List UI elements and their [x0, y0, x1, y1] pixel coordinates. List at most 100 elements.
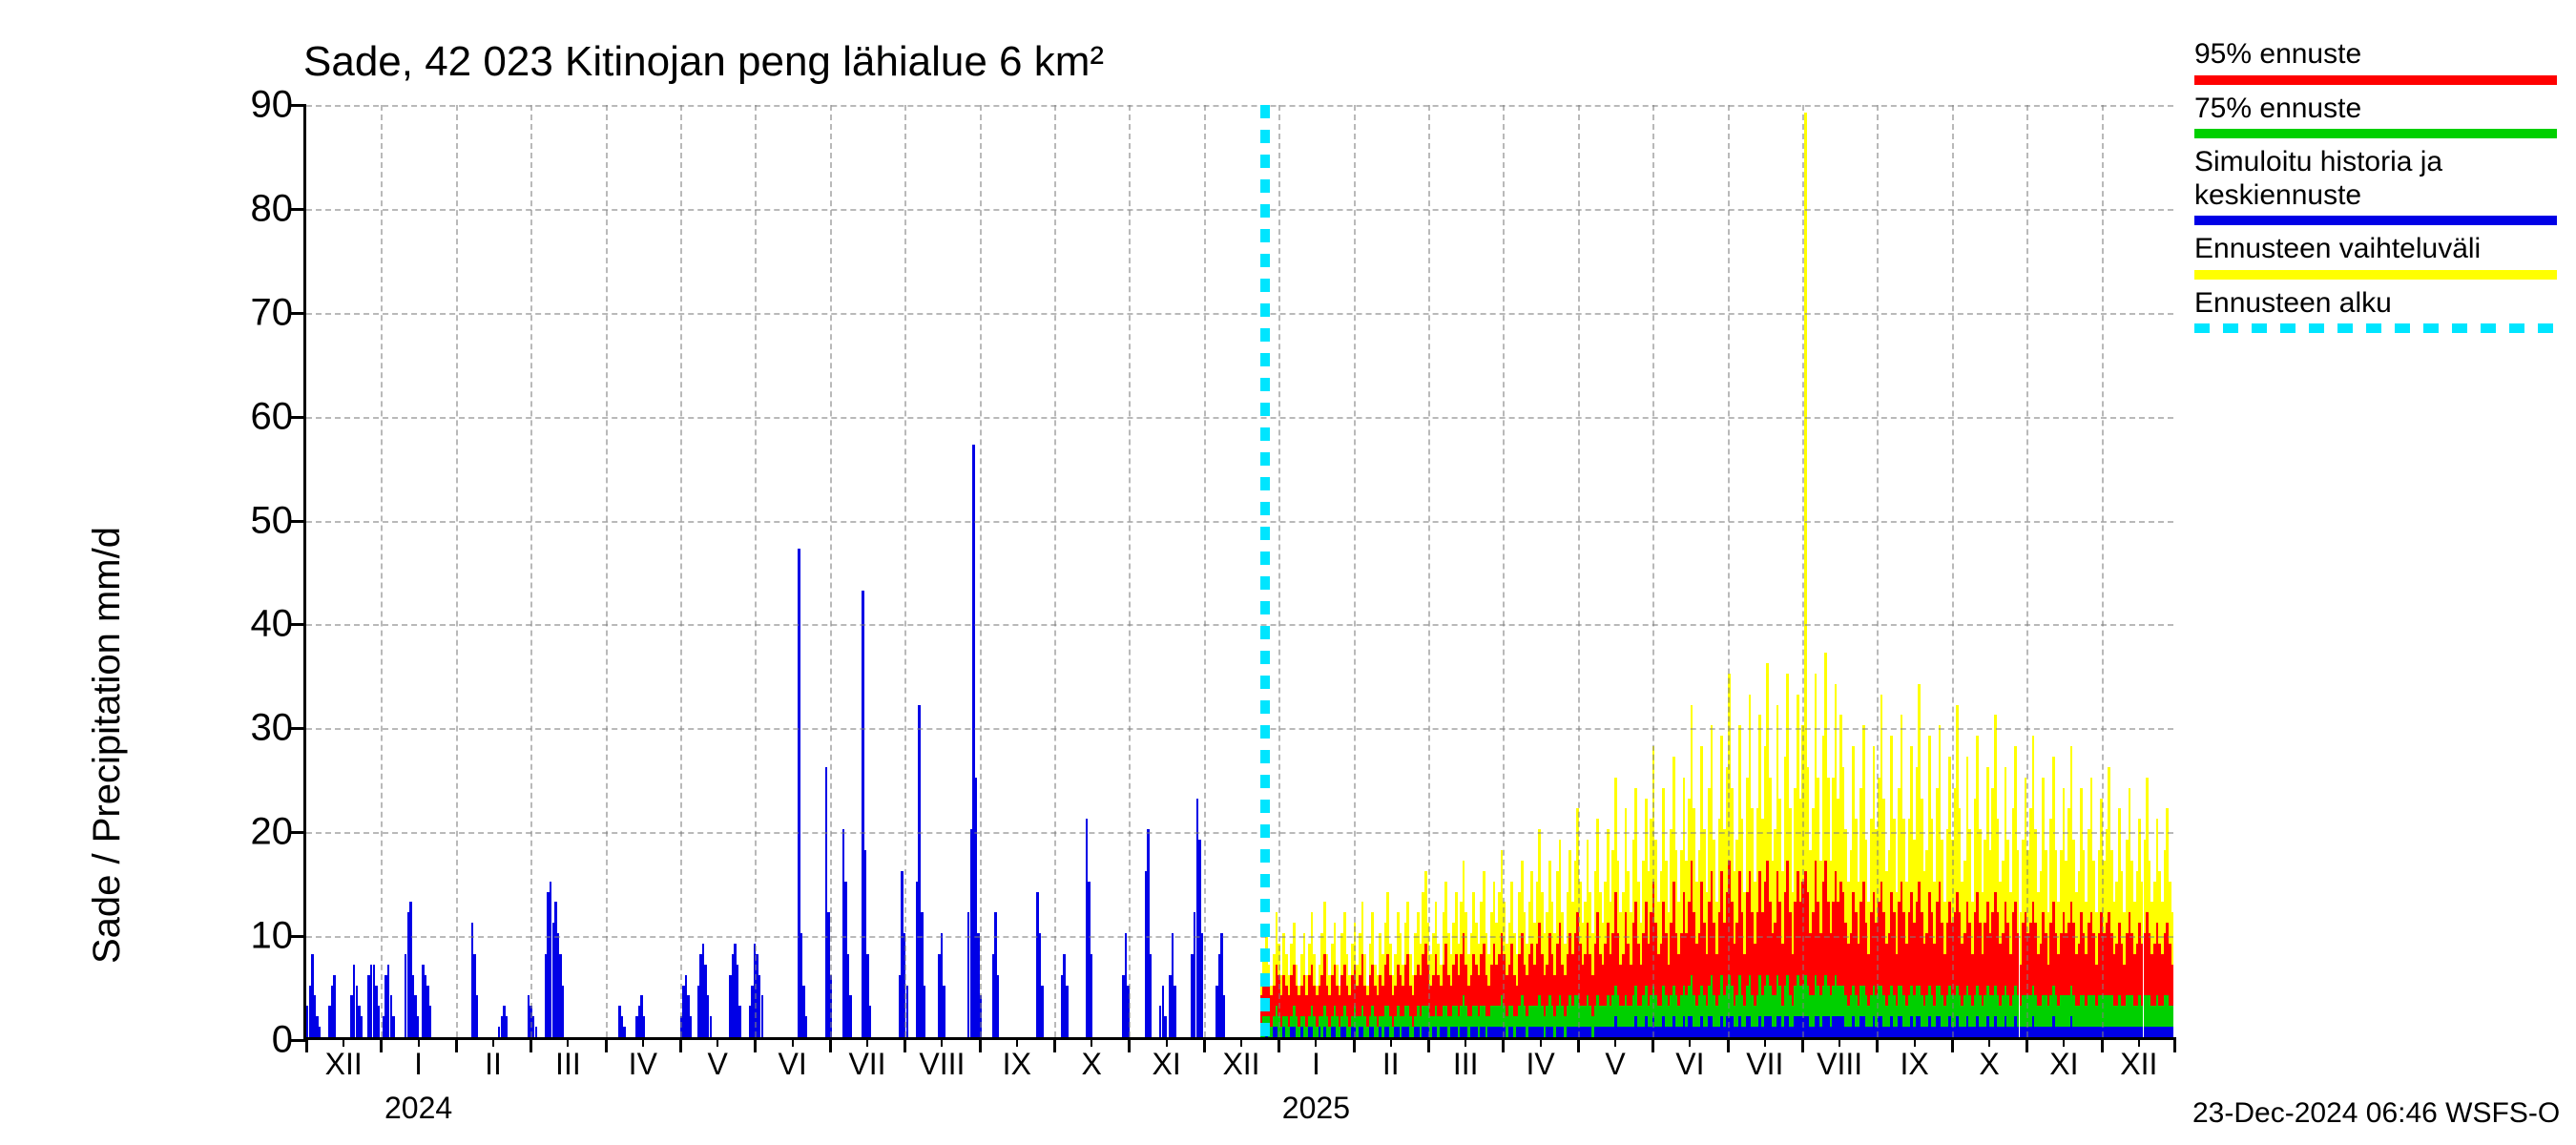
legend-swatch — [2194, 270, 2557, 280]
bar-forecast-mean — [1475, 1027, 1478, 1037]
bar-forecast-mean — [1276, 1027, 1278, 1037]
xtick-mark — [2025, 1037, 2028, 1052]
bar-history — [997, 975, 999, 1037]
legend-item: Simuloitu historia ja keskiennuste — [2194, 146, 2557, 225]
bar-forecast-mean — [1293, 1027, 1296, 1037]
legend-label: 95% ennuste — [2194, 38, 2557, 72]
bar-history — [506, 1016, 508, 1037]
bar-forecast-mean — [1510, 1027, 1513, 1037]
xtick-label: XII — [1222, 1037, 1259, 1082]
bar-forecast-mean — [1561, 1027, 1564, 1037]
gridline-v — [1952, 105, 1954, 1037]
ytick-label: 90 — [251, 84, 307, 127]
bar-forecast-mean — [1343, 1027, 1346, 1037]
gridline-v — [530, 105, 532, 1037]
xtick-label: XII — [2120, 1037, 2157, 1082]
ytick-label: 10 — [251, 915, 307, 958]
xtick-mark — [1652, 1037, 1654, 1052]
legend-label: Ennusteen vaihteluväli — [2194, 233, 2557, 266]
xtick-mark — [530, 1037, 532, 1052]
gridline-h — [306, 624, 2173, 626]
xtick-label: II — [1382, 1037, 1400, 1082]
xtick-mark — [1427, 1037, 1430, 1052]
xtick-mark — [679, 1037, 682, 1052]
gridline-h — [306, 417, 2173, 419]
xtick-label: IV — [629, 1037, 657, 1082]
gridline-v — [680, 105, 682, 1037]
xtick-mark — [904, 1037, 906, 1052]
xtick-mark — [305, 1037, 308, 1052]
xtick-mark — [1876, 1037, 1879, 1052]
gridline-v — [1278, 105, 1280, 1037]
plot-area: 0102030405060708090XIIIIIIIIIVVVIVIIVIII… — [303, 105, 2173, 1040]
gridline-v — [1877, 105, 1879, 1037]
legend-label: Ennusteen alku — [2194, 287, 2557, 321]
xtick-mark — [1278, 1037, 1280, 1052]
gridline-h — [306, 832, 2173, 834]
bar-history — [1174, 986, 1175, 1037]
bar-history — [1164, 1016, 1166, 1037]
xtick-label: II — [485, 1037, 502, 1082]
chart-root: Sade, 42 023 Kitinojan peng lähialue 6 k… — [0, 0, 2576, 1145]
bar-forecast-mean — [1323, 1027, 1326, 1037]
gridline-v — [755, 105, 757, 1037]
bar-forecast-mean — [1334, 1027, 1337, 1037]
xtick-mark — [754, 1037, 757, 1052]
bar-forecast-mean — [1386, 1027, 1389, 1037]
gridline-v — [2026, 105, 2028, 1037]
xtick-label: X — [1082, 1037, 1102, 1082]
bar-forecast-mean — [1541, 1027, 1544, 1037]
bar-forecast-mean — [1282, 1027, 1285, 1037]
bar-history — [869, 1006, 871, 1037]
xtick-label: VII — [848, 1037, 885, 1082]
year-label: 2025 — [1282, 1037, 1350, 1126]
xtick-mark — [455, 1037, 458, 1052]
ytick-label: 20 — [251, 811, 307, 854]
bar-forecast-mean — [1371, 1027, 1374, 1037]
ytick-label: 60 — [251, 395, 307, 438]
xtick-label: XII — [325, 1037, 363, 1082]
bar-forecast-mean — [1455, 1027, 1458, 1037]
gridline-v — [1129, 105, 1131, 1037]
gridline-h — [306, 105, 2173, 107]
y-axis-label: Sade / Precipitation mm/d — [86, 527, 129, 964]
bar-history — [924, 986, 925, 1037]
bar-forecast-mean — [1444, 1027, 1447, 1037]
xtick-label: IX — [1900, 1037, 1928, 1082]
xtick-label: V — [708, 1037, 728, 1082]
bar-history — [1150, 954, 1152, 1037]
bar-history — [333, 975, 335, 1037]
legend-item: 95% ennuste — [2194, 38, 2557, 85]
year-label: 2024 — [384, 1037, 452, 1126]
xtick-label: V — [1605, 1037, 1625, 1082]
gridline-v — [904, 105, 906, 1037]
bar-history — [643, 1016, 645, 1037]
ytick-label: 80 — [251, 187, 307, 230]
gridline-v — [1354, 105, 1356, 1037]
bar-forecast-mean — [1406, 1027, 1409, 1037]
xtick-mark — [1502, 1037, 1505, 1052]
gridline-v — [1428, 105, 1430, 1037]
bar-forecast-mean — [1551, 1027, 1554, 1037]
gridline-v — [1652, 105, 1654, 1037]
bar-history — [535, 1027, 537, 1037]
legend-swatch — [2194, 323, 2557, 333]
bar-history — [849, 995, 851, 1037]
xtick-label: VII — [1746, 1037, 1783, 1082]
gridline-v — [2102, 105, 2104, 1037]
chart-title: Sade, 42 023 Kitinojan peng lähialue 6 k… — [303, 38, 1104, 86]
gridline-h — [306, 313, 2173, 315]
bar-forecast-mean — [1465, 1027, 1467, 1037]
bar-history — [690, 1016, 692, 1037]
xtick-label: VIII — [919, 1037, 965, 1082]
bar-history — [378, 1006, 380, 1037]
xtick-label: VI — [1675, 1037, 1704, 1082]
legend-label: 75% ennuste — [2194, 93, 2557, 126]
bar-forecast-mean — [1417, 1027, 1420, 1037]
xtick-mark — [1801, 1037, 1804, 1052]
gridline-h — [306, 728, 2173, 730]
gridline-v — [381, 105, 383, 1037]
xtick-label: IX — [1003, 1037, 1031, 1082]
gridline-v — [606, 105, 608, 1037]
ytick-label: 40 — [251, 603, 307, 646]
